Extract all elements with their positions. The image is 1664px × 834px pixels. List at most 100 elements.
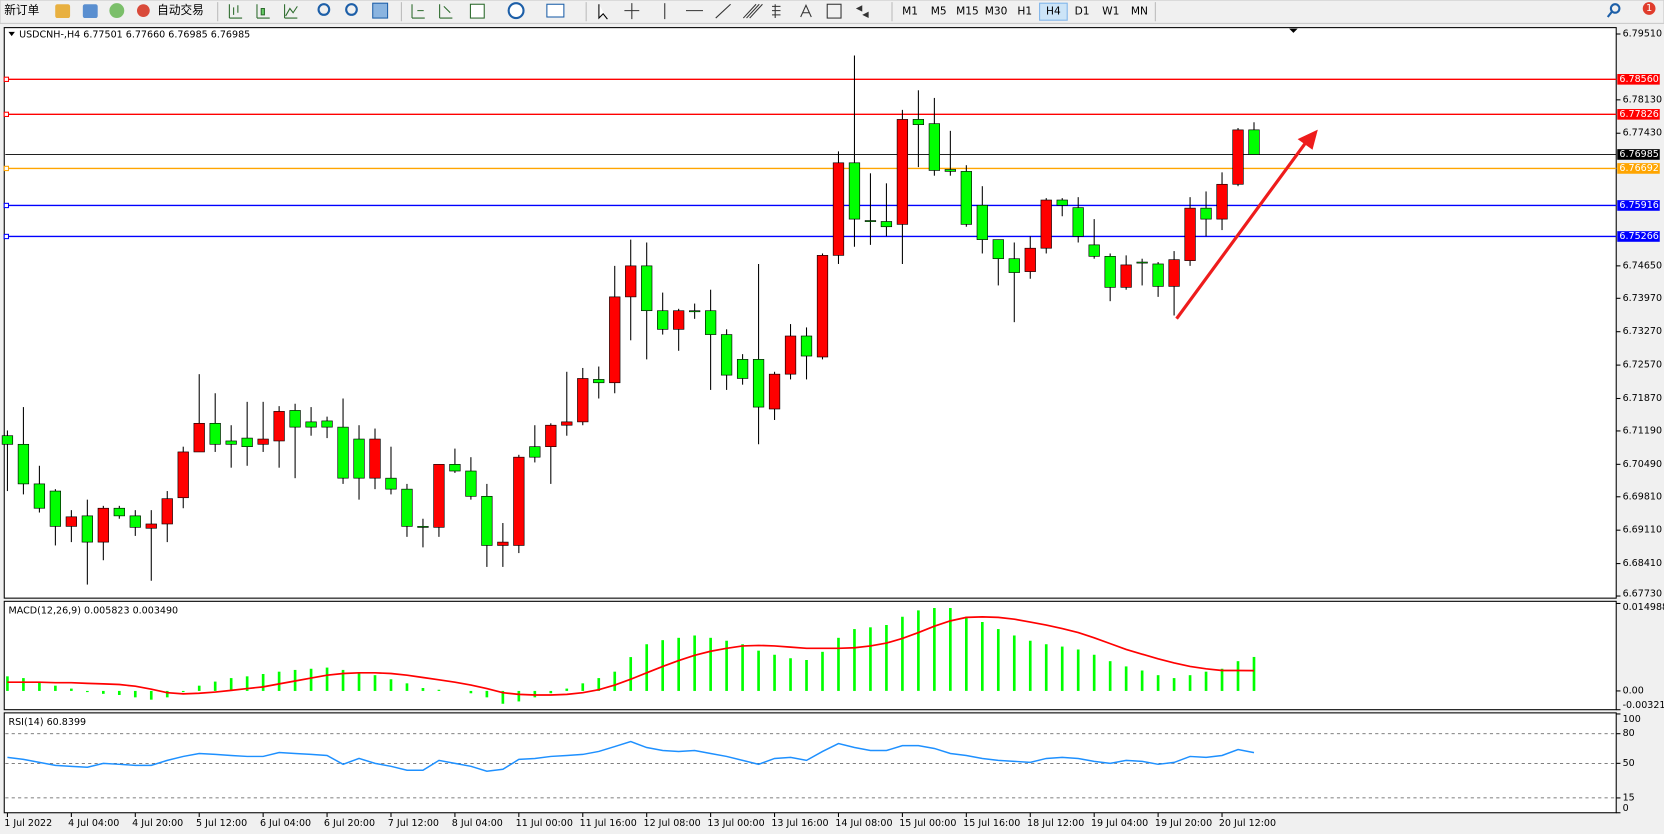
candle-body: [704, 310, 717, 335]
candle-body: [401, 488, 413, 527]
candle-body: [864, 220, 877, 222]
timeframe-button[interactable]: W1: [1102, 5, 1119, 18]
fibonacci-icon[interactable]: [772, 4, 781, 19]
candle-body: [896, 119, 909, 225]
candle-body: [689, 310, 701, 313]
new-order-button[interactable]: 新订单: [4, 3, 39, 17]
y-tick-label: 0: [1623, 803, 1629, 814]
candle-body: [577, 378, 589, 423]
icon[interactable]: [109, 3, 125, 19]
candle-body: [241, 437, 253, 448]
candle-body: [784, 335, 797, 375]
y-tick-label: 100: [1623, 714, 1641, 725]
notification-badge[interactable]: [1642, 2, 1656, 15]
candle-body: [17, 443, 30, 485]
candle-chart-icon[interactable]: [256, 4, 270, 19]
y-tick-label: -0.003216: [1623, 700, 1664, 711]
crosshair-icon[interactable]: [624, 3, 640, 20]
notification-count: 1: [1646, 3, 1652, 14]
level-label-box: [1617, 74, 1660, 85]
icon[interactable]: [82, 4, 98, 19]
candle-body: [657, 310, 669, 330]
candle-body: [880, 221, 893, 228]
timeframe-button[interactable]: M15: [956, 5, 979, 18]
candle-body: [289, 410, 301, 428]
auto-trading-icon[interactable]: [136, 4, 150, 17]
level-handle: [3, 233, 10, 240]
level-label: 6.75916: [1619, 200, 1658, 211]
candle-body: [928, 123, 940, 171]
candle-body: [625, 265, 637, 298]
timeframe-button[interactable]: M1: [902, 5, 918, 18]
text-icon[interactable]: [800, 4, 812, 18]
timeframe-button[interactable]: M30: [985, 5, 1008, 18]
toolbar: 新订单 自动交易 1: [0, 0, 1664, 24]
y-tick-label: 6.69810: [1623, 491, 1662, 502]
line-chart-icon[interactable]: [284, 4, 298, 19]
candle-body: [177, 451, 189, 499]
candle-body: [1024, 247, 1036, 272]
candle-body: [816, 255, 829, 358]
candle-body: [1040, 199, 1052, 249]
candle-body: [193, 422, 205, 453]
candle-body: [673, 310, 685, 330]
level-label-box: [1617, 163, 1660, 174]
candle-body: [337, 426, 349, 479]
x-tick-label: 4 Jul 20:00: [132, 818, 183, 829]
candle-body: [529, 446, 541, 458]
candle-body: [736, 359, 749, 379]
tile-icon[interactable]: [372, 2, 389, 19]
icon[interactable]: [55, 4, 71, 19]
zoom-out-icon[interactable]: [345, 3, 358, 16]
bar-chart-icon[interactable]: [228, 4, 243, 19]
shift-icon[interactable]: [411, 4, 425, 19]
timeframe-button[interactable]: H1: [1017, 5, 1032, 18]
auto-trading-button[interactable]: 自动交易: [157, 3, 204, 17]
candle-body: [353, 438, 365, 479]
panel-title: USDCNH-,H4 6.77501 6.77660 6.76985 6.769…: [19, 30, 250, 41]
candle-body: [641, 265, 653, 312]
candle-body: [369, 438, 381, 479]
candle-body: [720, 334, 733, 376]
candle-body: [273, 411, 285, 442]
templates-icon[interactable]: [546, 3, 565, 18]
indicators-icon[interactable]: [469, 3, 485, 19]
y-tick-label: 6.79510: [1623, 28, 1662, 39]
candle-body: [944, 169, 956, 172]
y-tick-label: 6.71870: [1623, 393, 1662, 404]
candle-body: [1120, 264, 1132, 288]
candle-body: [1056, 199, 1068, 206]
candle-body: [33, 483, 46, 509]
timeframe-button[interactable]: H4: [1046, 5, 1061, 18]
zoom-in-icon[interactable]: [317, 3, 331, 16]
cursor-icon[interactable]: [598, 4, 608, 20]
candle-body: [449, 464, 461, 472]
timeframe-button[interactable]: D1: [1075, 5, 1090, 18]
x-tick-label: 6 Jul 04:00: [260, 818, 311, 829]
y-tick-label: 15: [1623, 792, 1635, 803]
candle-body: [225, 440, 237, 445]
candle-body: [97, 507, 109, 543]
x-tick-label: 4 Jul 04:00: [68, 818, 119, 829]
candle-body: [113, 507, 125, 517]
x-tick-label: 11 Jul 00:00: [516, 818, 573, 829]
search-icon[interactable]: [1609, 3, 1621, 14]
channel-icon[interactable]: [742, 3, 763, 19]
label-icon[interactable]: [826, 3, 842, 19]
periods-icon[interactable]: [507, 2, 525, 20]
timeframe-button[interactable]: MN: [1131, 5, 1148, 18]
timeframe-button[interactable]: M5: [931, 5, 947, 18]
autoscroll-icon[interactable]: [439, 4, 453, 19]
level-handle: [3, 76, 10, 82]
candle-body: [145, 523, 157, 529]
y-tick-label: 6.74650: [1623, 260, 1662, 271]
candle-body: [257, 438, 269, 445]
candle-body: [1184, 207, 1196, 261]
shift-marker: [1289, 28, 1298, 33]
x-tick-label: 15 Jul 00:00: [899, 818, 956, 829]
candle-body: [161, 498, 173, 525]
trendline-icon[interactable]: [715, 3, 731, 19]
candle-body: [848, 162, 861, 220]
